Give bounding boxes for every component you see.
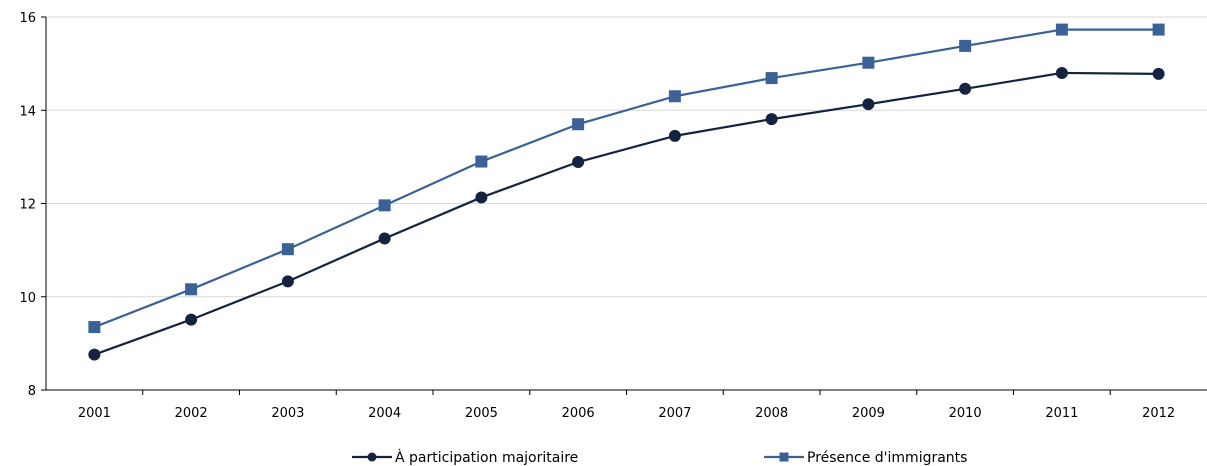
data-point-circle xyxy=(1152,67,1165,80)
data-point-square xyxy=(1152,23,1165,36)
data-point-circle xyxy=(281,275,294,288)
gridlines xyxy=(46,16,1207,298)
legend-label: Présence d'immigrants xyxy=(807,450,967,466)
data-point-circle xyxy=(185,313,198,326)
x-tick-label: 2006 xyxy=(562,406,595,421)
y-tick-label: 8 xyxy=(28,384,36,399)
data-point-circle xyxy=(862,98,875,111)
x-tick-label: 2004 xyxy=(368,406,401,421)
data-point-circle xyxy=(959,82,972,95)
x-tick-label: 2007 xyxy=(658,406,691,421)
y-tick-label: 12 xyxy=(19,198,36,213)
data-point-circle xyxy=(378,232,391,245)
y-tick-label: 14 xyxy=(19,104,36,119)
x-axis-ticks: 2001 2002 2003 2004 2005 2006 2007 2008 2009 2010… xyxy=(78,406,1175,421)
legend-marker-circle xyxy=(367,452,377,462)
legend-marker-square xyxy=(779,452,789,462)
x-tick-label: 2001 xyxy=(78,406,111,421)
legend-label: À participation majoritaire xyxy=(395,449,578,466)
legend-item-1: À participation majoritaire xyxy=(352,449,578,466)
data-point-square xyxy=(572,118,585,131)
y-tick-label: 10 xyxy=(19,291,36,306)
data-point-square xyxy=(475,155,488,168)
data-point-circle xyxy=(1055,66,1068,79)
data-point-square xyxy=(1055,23,1068,36)
x-tick-label: 2009 xyxy=(852,406,885,421)
x-tick-label: 2002 xyxy=(175,406,208,421)
legend: À participation majoritaire Présence d'im… xyxy=(352,449,967,466)
data-point-square xyxy=(378,199,391,212)
data-point-square xyxy=(668,90,681,103)
x-tick-label: 2011 xyxy=(1045,406,1078,421)
axes xyxy=(41,16,1207,395)
x-tick-label: 2003 xyxy=(271,406,304,421)
data-point-square xyxy=(88,321,101,334)
x-tick-label: 2005 xyxy=(465,406,498,421)
data-point-circle xyxy=(572,156,585,169)
data-point-square xyxy=(862,56,875,69)
legend-item-2: Présence d'immigrants xyxy=(764,450,967,466)
x-tick-label: 2010 xyxy=(949,406,982,421)
data-point-square xyxy=(959,39,972,52)
x-tick-label: 2008 xyxy=(755,406,788,421)
x-tick-label: 2012 xyxy=(1142,406,1175,421)
series-group xyxy=(88,23,1165,361)
data-point-circle xyxy=(88,348,101,361)
data-point-circle xyxy=(668,129,681,142)
data-point-square xyxy=(281,243,294,256)
data-point-square xyxy=(185,283,198,296)
data-point-square xyxy=(765,72,778,85)
y-axis-ticks: 8 10 12 14 16 xyxy=(19,11,36,399)
series-line-1 xyxy=(94,71,1159,356)
data-point-circle xyxy=(765,113,778,126)
series-line-2 xyxy=(93,28,1159,329)
y-tick-label: 16 xyxy=(19,11,36,26)
data-point-circle xyxy=(475,191,488,204)
